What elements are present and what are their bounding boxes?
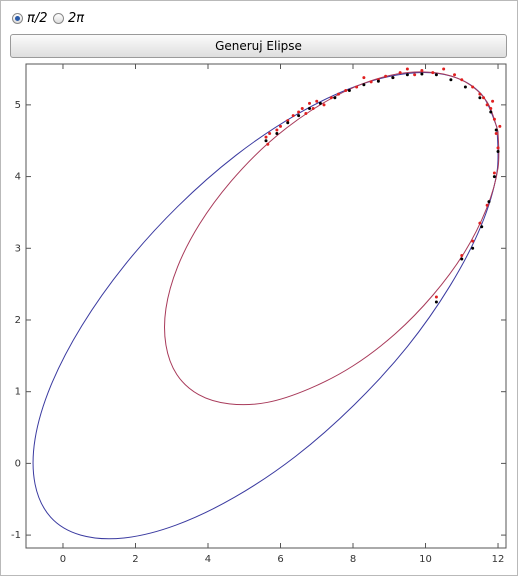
data-point — [449, 78, 453, 82]
data-point — [297, 110, 301, 114]
data-point — [485, 103, 489, 107]
data-point — [485, 203, 489, 207]
y-tick-label: 3 — [15, 243, 21, 254]
data-point — [391, 76, 395, 80]
y-tick-label: 4 — [15, 172, 21, 183]
data-point — [347, 89, 351, 93]
data-point — [494, 128, 498, 132]
data-point — [308, 101, 312, 105]
generate-button[interactable]: Generuj Elipse — [10, 34, 507, 58]
data-point — [362, 76, 366, 80]
x-tick-label: 4 — [205, 554, 211, 565]
data-point — [498, 124, 502, 128]
data-point — [286, 121, 290, 125]
option-label: π/2 — [27, 11, 48, 26]
data-point — [496, 146, 500, 150]
data-point — [471, 239, 475, 243]
data-point — [311, 106, 315, 110]
data-point — [315, 99, 319, 103]
y-tick-label: 1 — [15, 387, 21, 398]
radio[interactable] — [12, 13, 23, 24]
data-point — [268, 132, 272, 136]
data-point — [279, 124, 283, 128]
data-point — [460, 257, 464, 261]
data-point — [460, 78, 464, 82]
data-point — [304, 111, 308, 115]
data-point — [318, 101, 322, 105]
data-point — [405, 73, 409, 77]
radio[interactable] — [53, 13, 64, 24]
data-point — [369, 80, 373, 84]
data-point — [291, 114, 295, 118]
data-point — [376, 79, 380, 83]
plot-frame — [25, 63, 507, 549]
data-point — [492, 117, 496, 121]
data-point — [300, 106, 304, 110]
data-point — [471, 246, 475, 250]
data-point — [492, 171, 496, 175]
data-point — [362, 83, 366, 87]
data-point — [384, 74, 388, 78]
data-point — [275, 132, 279, 136]
data-point — [398, 71, 402, 75]
data-point — [460, 253, 464, 257]
data-point — [442, 67, 446, 71]
data-point — [297, 114, 301, 118]
data-point — [286, 119, 290, 123]
data-point — [489, 110, 493, 114]
data-point — [463, 85, 467, 89]
data-point — [434, 73, 438, 77]
y-tick-label: 5 — [15, 100, 21, 111]
x-tick-label: 2 — [132, 554, 138, 565]
y-tick-label: -1 — [11, 530, 21, 541]
data-point — [405, 67, 409, 71]
data-point — [337, 92, 341, 96]
x-tick-label: 8 — [350, 554, 356, 565]
data-point — [453, 73, 457, 77]
ellipse-curve — [32, 72, 499, 540]
data-point — [264, 139, 268, 143]
data-point — [308, 106, 312, 110]
data-point — [478, 96, 482, 100]
x-tick-label: 10 — [419, 554, 432, 565]
data-point — [329, 96, 333, 100]
x-tick-label: 6 — [277, 554, 283, 565]
data-point — [489, 106, 493, 110]
data-point — [264, 135, 268, 139]
data-point — [333, 96, 337, 100]
data-point — [344, 89, 348, 93]
data-point — [482, 96, 486, 100]
data-point — [420, 72, 424, 76]
option[interactable]: 2π — [53, 11, 84, 26]
x-tick-label: 0 — [60, 554, 66, 565]
data-point — [413, 73, 417, 77]
data-point — [275, 128, 279, 132]
x-tick-label: 12 — [492, 554, 505, 565]
data-point — [492, 175, 496, 179]
ellipse-curve — [164, 71, 500, 406]
option[interactable]: π/2 — [12, 11, 47, 26]
option-label: 2π — [68, 11, 85, 26]
data-point — [434, 300, 438, 304]
data-point — [478, 221, 482, 225]
data-point — [487, 200, 491, 204]
data-point — [496, 149, 500, 153]
data-point — [471, 85, 475, 89]
data-point — [478, 92, 482, 96]
data-point — [355, 85, 359, 89]
y-tick-label: 0 — [15, 458, 21, 469]
y-tick-label: 2 — [15, 315, 21, 326]
data-point — [420, 68, 424, 72]
data-point — [491, 99, 495, 103]
data-point — [480, 225, 484, 229]
data-point — [431, 71, 435, 75]
data-point — [434, 295, 438, 299]
data-point — [494, 132, 498, 136]
data-point — [266, 142, 270, 146]
data-point — [322, 103, 326, 107]
